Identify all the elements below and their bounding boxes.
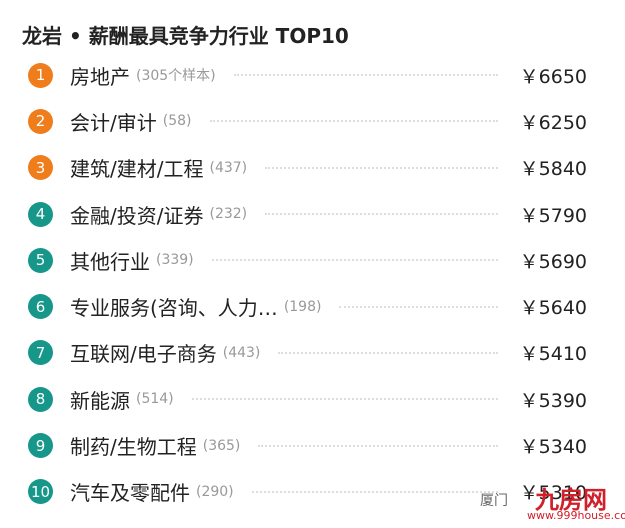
rank-badge: 7 bbox=[28, 340, 53, 366]
dotted-leader bbox=[233, 74, 498, 77]
industry-name: 互联网/电子商务 bbox=[70, 342, 217, 367]
sample-count: (437) bbox=[209, 159, 248, 176]
dotted-leader bbox=[265, 166, 498, 169]
sample-count: (339) bbox=[156, 252, 194, 269]
sample-count: (305个样本) bbox=[136, 68, 216, 85]
sample-count: (365) bbox=[202, 437, 241, 454]
dotted-leader bbox=[251, 490, 498, 493]
salary: ￥5640 bbox=[519, 297, 587, 320]
rank-badge: 2 bbox=[28, 108, 53, 134]
industry-name: 新能源 bbox=[70, 388, 130, 413]
dotted-leader bbox=[265, 213, 498, 216]
dotted-leader bbox=[339, 305, 498, 308]
watermark-brand: 九房网 bbox=[535, 486, 607, 514]
sample-count: (290) bbox=[196, 483, 234, 500]
salary: ￥5840 bbox=[519, 158, 587, 181]
rank-badge: 10 bbox=[28, 479, 53, 505]
industry-name: 其他行业 bbox=[70, 249, 150, 274]
dotted-leader bbox=[211, 259, 498, 262]
list-row: 4 金融/投资/证券 (232) ￥5790 bbox=[0, 191, 625, 237]
sample-count: (58) bbox=[162, 113, 192, 130]
rank-badge: 6 bbox=[28, 294, 53, 320]
industry-name: 建筑/建材/工程 bbox=[70, 157, 204, 182]
title: 龙岩 • 薪酬最具竞争力行业 TOP10 bbox=[22, 24, 349, 48]
rank-badge: 3 bbox=[28, 155, 53, 181]
salary: ￥6250 bbox=[519, 111, 587, 134]
dotted-leader bbox=[258, 444, 498, 447]
list-row: 10 汽车及零配件 (290) ￥5310 bbox=[0, 469, 625, 515]
watermark-url: www.999house.com bbox=[527, 509, 625, 522]
industry-name: 制药/生物工程 bbox=[70, 435, 197, 460]
sample-count: (232) bbox=[209, 206, 248, 223]
rank-badge: 5 bbox=[28, 247, 53, 273]
rank-badge: 4 bbox=[28, 201, 53, 227]
rank-badge: 8 bbox=[28, 386, 53, 412]
salary: ￥5790 bbox=[519, 204, 587, 227]
industry-name: 专业服务(咨询、人力… bbox=[70, 296, 278, 321]
rank-badge: 9 bbox=[28, 433, 53, 459]
sample-count: (443) bbox=[222, 344, 261, 361]
list-row: 2 会计/审计 (58) ￥6250 bbox=[0, 98, 625, 144]
dotted-leader bbox=[209, 120, 498, 123]
salary: ￥5690 bbox=[519, 250, 587, 273]
list-row: 1 房地产 (305个样本) ￥6650 bbox=[0, 52, 625, 98]
dotted-leader bbox=[191, 398, 498, 401]
list-row: 5 其他行业 (339) ￥5690 bbox=[0, 237, 625, 283]
list-row: 3 建筑/建材/工程 (437) ￥5840 bbox=[0, 145, 625, 191]
ranking-list: 1 房地产 (305个样本) ￥6650 2 会计/审计 (58) ￥6250 3 建筑/建材/工… bbox=[0, 52, 625, 515]
salary: ￥5340 bbox=[519, 436, 587, 459]
sample-count: (198) bbox=[283, 298, 322, 315]
rank-badge: 1 bbox=[28, 62, 53, 88]
salary: ￥6650 bbox=[519, 65, 587, 88]
list-row: 9 制药/生物工程 (365) ￥5340 bbox=[0, 422, 625, 468]
salary: ￥5310 bbox=[519, 482, 587, 505]
salary: ￥5390 bbox=[519, 389, 587, 412]
industry-name: 房地产 bbox=[70, 64, 130, 89]
sample-count: (514) bbox=[136, 391, 174, 408]
watermark-source: 厦门 bbox=[480, 493, 508, 509]
salary: ￥5410 bbox=[519, 343, 587, 366]
industry-name: 汽车及零配件 bbox=[70, 481, 190, 506]
list-row: 7 互联网/电子商务 (443) ￥5410 bbox=[0, 330, 625, 376]
list-row: 8 新能源 (514) ￥5390 bbox=[0, 376, 625, 422]
dotted-leader bbox=[278, 351, 498, 354]
list-row: 6 专业服务(咨询、人力… (198) ￥5640 bbox=[0, 283, 625, 329]
industry-name: 会计/审计 bbox=[70, 110, 157, 135]
industry-name: 金融/投资/证券 bbox=[70, 203, 204, 228]
